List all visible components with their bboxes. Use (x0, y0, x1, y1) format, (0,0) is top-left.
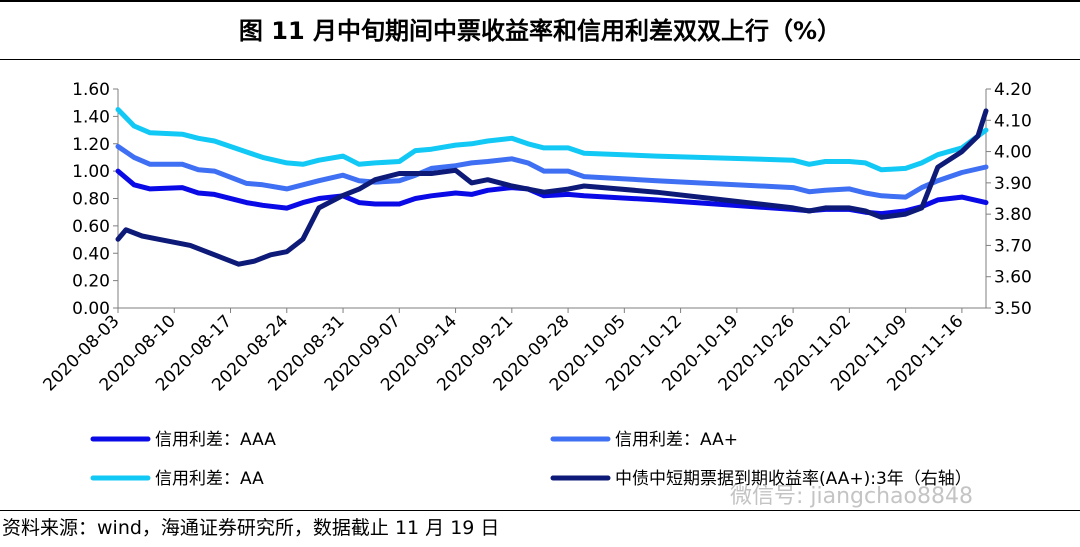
legend-label-1: 信用利差：AAA (155, 430, 276, 450)
right-tick-label: 3.70 (994, 236, 1032, 256)
left-tick-label: 1.00 (72, 162, 110, 182)
tick-labels: 0.00 0.20 0.40 0.60 0.80 1.00 1.20 1.40 1.60 3.50… (40, 80, 1032, 395)
left-tick-label: 1.40 (72, 107, 110, 127)
left-tick-label: 1.60 (72, 80, 110, 100)
right-tick-label: 3.80 (994, 205, 1032, 225)
left-tick-label: 1.20 (72, 135, 110, 155)
legend: 信用利差：AAA 信用利差：AA+ 信用利差：AA 中债中短期票据到期收益率(AA+)… (90, 430, 972, 489)
right-tick-label: 4.10 (994, 111, 1032, 131)
right-tick-label: 4.20 (994, 80, 1032, 100)
legend-label-4: 中债中短期票据到期收益率(AA+):3年（右轴） (615, 469, 972, 489)
series-line-4 (115, 108, 989, 267)
legend-label-3: 信用利差：AA (155, 469, 264, 489)
source-note: 资料来源：wind，海通证券研究所，数据截止 11 月 19 日 (0, 510, 1080, 547)
right-tick-label: 3.50 (994, 299, 1032, 319)
axes (113, 88, 991, 313)
right-tick-label: 3.60 (994, 268, 1032, 288)
series-line-3 (115, 107, 989, 173)
left-tick-label: 0.40 (72, 244, 110, 264)
left-tick-label: 0.60 (72, 217, 110, 237)
chart: 0.00 0.20 0.40 0.60 0.80 1.00 1.20 1.40 1.60 3.50… (40, 80, 1032, 489)
left-tick-label: 0.00 (72, 299, 110, 319)
chart-title: 图 11 月中旬期间中票收益率和信用利差双双上行（%） (0, 0, 1080, 60)
watermark: 微信号: jiangchao8848 (730, 484, 973, 509)
right-tick-label: 3.90 (994, 174, 1032, 194)
series-line-2 (115, 144, 989, 200)
left-tick-label: 0.20 (72, 272, 110, 292)
legend-label-2: 信用利差：AA+ (615, 430, 738, 450)
left-tick-label: 0.80 (72, 190, 110, 210)
right-tick-label: 4.00 (994, 143, 1032, 163)
series-lines (115, 107, 989, 267)
